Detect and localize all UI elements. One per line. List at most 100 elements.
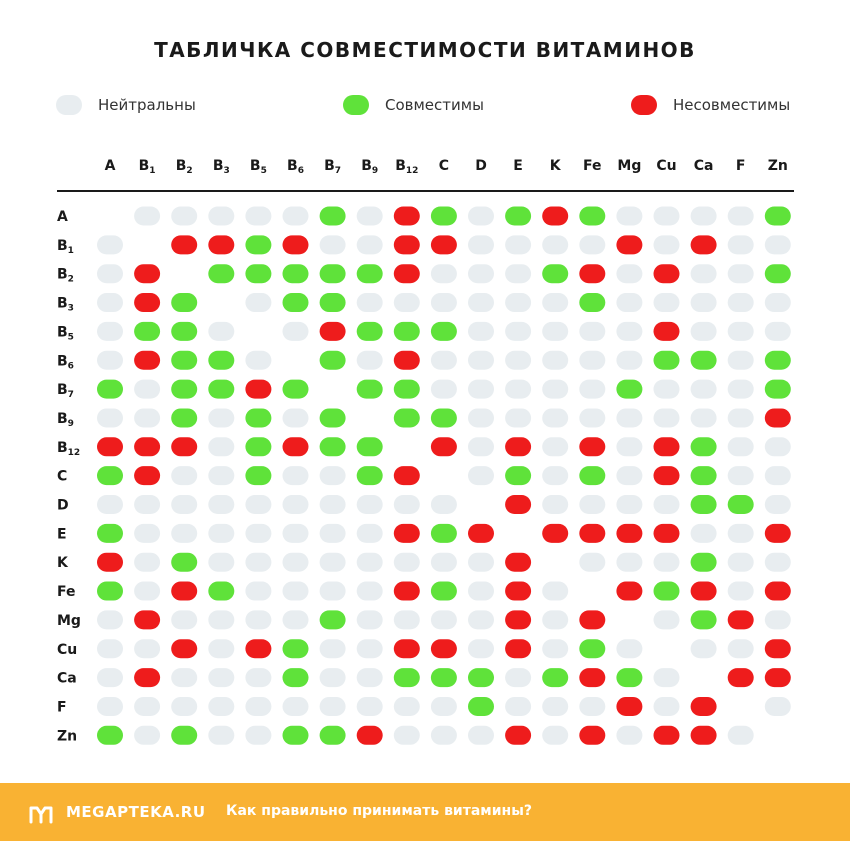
neutral-cell <box>134 696 161 716</box>
neutral-cell <box>134 725 161 745</box>
neutral-cell <box>616 639 643 659</box>
neutral-cell <box>727 523 754 543</box>
incompatible-cell <box>393 466 420 486</box>
neutral-cell <box>505 379 532 399</box>
compatible-cell <box>171 379 198 399</box>
column-header: B6 <box>287 158 304 176</box>
row-header: B3 <box>57 296 74 314</box>
incompatible-cell <box>171 581 198 601</box>
incompatible-cell <box>134 466 161 486</box>
neutral-cell <box>764 495 791 514</box>
compatible-cell <box>319 610 346 630</box>
column-header: D <box>475 158 487 174</box>
neutral-cell <box>690 264 717 284</box>
neutral-cell <box>356 523 383 543</box>
column-header: B5 <box>250 158 267 176</box>
neutral-cell <box>208 610 235 630</box>
compatible-cell <box>356 437 383 457</box>
column-header: Mg <box>617 158 641 174</box>
row-header: B9 <box>57 411 74 429</box>
compatible-cell <box>393 408 420 428</box>
neutral-cell <box>764 235 791 255</box>
neutral-cell <box>764 293 791 313</box>
neutral-cell <box>245 293 272 313</box>
column-header: Zn <box>768 158 788 174</box>
neutral-cell <box>653 235 680 255</box>
compatible-cell <box>319 350 346 370</box>
neutral-cell <box>468 466 494 486</box>
neutral-cell <box>356 696 383 716</box>
incompatible-cell <box>653 437 680 457</box>
compatible-cell <box>134 321 161 341</box>
page-title: ТАБЛИЧКА СОВМЕСТИМОСТИ ВИТАМИНОВ <box>154 38 696 62</box>
compatible-cell <box>430 408 457 428</box>
neutral-cell <box>430 610 457 630</box>
m-logo-icon[interactable] <box>28 803 54 825</box>
column-header: B7 <box>324 158 341 176</box>
neutral-cell <box>764 466 791 486</box>
neutral-cell <box>690 379 717 399</box>
neutral-cell <box>356 639 383 659</box>
legend-compatible-swatch <box>343 95 369 115</box>
compatible-cell <box>171 350 198 370</box>
compatible-cell <box>97 581 123 601</box>
row-header: Zn <box>57 728 77 744</box>
neutral-cell <box>653 293 680 313</box>
compatible-cell <box>653 350 680 370</box>
neutral-cell <box>505 408 532 428</box>
incompatible-cell <box>505 581 532 601</box>
column-header: B1 <box>139 158 156 176</box>
row-header: B6 <box>57 353 74 371</box>
compatible-cell <box>616 379 643 399</box>
neutral-cell <box>282 610 309 630</box>
compatible-cell <box>356 264 383 284</box>
neutral-cell <box>727 437 754 457</box>
neutral-cell <box>171 466 198 486</box>
incompatible-cell <box>616 235 643 255</box>
neutral-cell <box>727 466 754 486</box>
neutral-cell <box>245 668 272 688</box>
row-header: Fe <box>57 584 76 600</box>
neutral-cell <box>468 639 494 659</box>
neutral-cell <box>245 696 272 716</box>
neutral-cell <box>208 437 235 457</box>
incompatible-cell <box>430 437 457 457</box>
neutral-cell <box>616 321 643 341</box>
incompatible-cell <box>579 610 606 630</box>
neutral-cell <box>171 610 198 630</box>
brand-link[interactable]: MEGAPTEKA.RU <box>66 803 206 821</box>
incompatible-cell <box>134 293 161 313</box>
compatible-cell <box>319 206 346 226</box>
neutral-cell <box>542 379 569 399</box>
neutral-cell <box>97 610 123 630</box>
neutral-cell <box>468 379 494 399</box>
neutral-cell <box>653 206 680 226</box>
neutral-cell <box>505 350 532 370</box>
row-header: B5 <box>57 324 74 342</box>
neutral-cell <box>245 495 272 514</box>
neutral-cell <box>134 552 161 572</box>
neutral-cell <box>764 321 791 341</box>
incompatible-cell <box>764 523 791 543</box>
neutral-cell <box>393 610 420 630</box>
neutral-cell <box>319 639 346 659</box>
neutral-cell <box>171 668 198 688</box>
incompatible-cell <box>616 523 643 543</box>
row-header: B12 <box>57 440 80 458</box>
neutral-cell <box>542 437 569 457</box>
compatible-cell <box>282 264 309 284</box>
neutral-cell <box>97 350 123 370</box>
compatible-cell <box>356 466 383 486</box>
column-header: E <box>513 158 523 174</box>
neutral-cell <box>97 293 123 313</box>
row-header: D <box>57 498 69 514</box>
compatible-cell <box>245 437 272 457</box>
vitamins-guide-link[interactable]: Как правильно принимать витамины? <box>226 803 533 819</box>
neutral-cell <box>319 523 346 543</box>
legend-incompatible: Несовместимы <box>631 93 790 117</box>
neutral-cell <box>97 321 123 341</box>
legend-neutral: Нейтральны <box>56 93 196 117</box>
neutral-cell <box>579 235 606 255</box>
neutral-cell <box>542 639 569 659</box>
